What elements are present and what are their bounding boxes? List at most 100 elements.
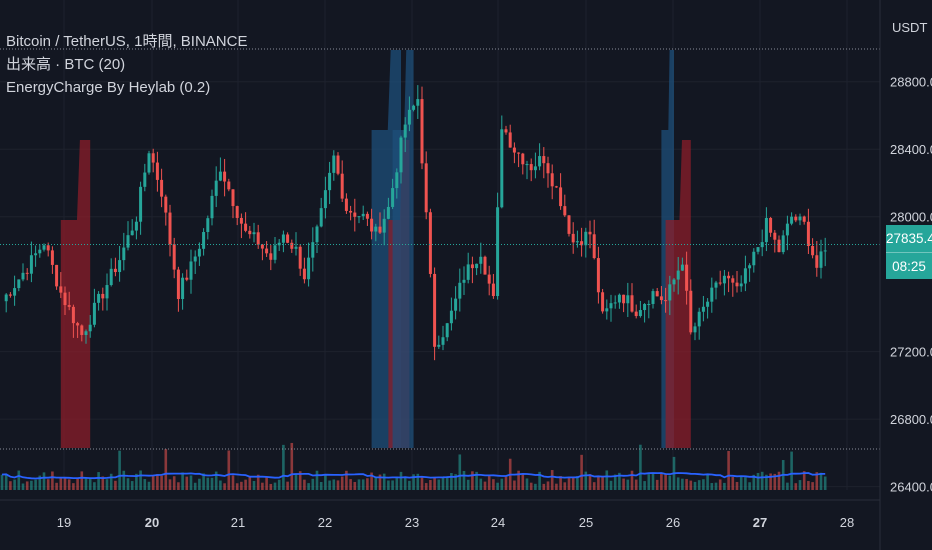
candle-body (365, 213, 369, 219)
volume-bar (542, 483, 546, 490)
candle-body (407, 109, 411, 125)
candle-body (672, 279, 676, 285)
volume-bar (639, 444, 642, 490)
candle-body (605, 308, 609, 312)
volume-bar (332, 479, 336, 490)
volume-bar (685, 478, 688, 490)
candle-body (391, 188, 395, 207)
volume-bar (4, 474, 8, 490)
volume-bar (643, 481, 646, 490)
candle-body (17, 279, 21, 289)
volume-bar (13, 479, 16, 490)
candle-body (811, 246, 815, 256)
candle-body (781, 235, 785, 253)
volume-bar (156, 474, 159, 490)
current-price-tag: 27835.4 08:25 (886, 225, 932, 279)
time-axis[interactable]: 19 20 21 22 23 24 25 26 27 28 (0, 499, 880, 530)
volume-bar (479, 478, 483, 490)
candle-body (155, 162, 159, 180)
candle-body (307, 257, 311, 280)
volume-bar (378, 474, 382, 490)
volume-bar (353, 481, 357, 490)
volume-bar (303, 479, 306, 490)
candle-body (533, 166, 537, 171)
symbol-title[interactable]: Bitcoin / TetherUS, 1時間, BINANCE (6, 33, 248, 50)
volume-bar (471, 471, 474, 490)
candle-body (286, 234, 290, 243)
candle-body (743, 268, 747, 284)
candle-body (626, 295, 630, 304)
volume-bar (328, 480, 331, 490)
candle-body (118, 260, 122, 273)
candle-body (63, 292, 67, 306)
chart-legend: Bitcoin / TetherUS, 1時間, BINANCE 出来高 · B… (6, 30, 247, 99)
candle-body (584, 231, 588, 246)
candle-body (437, 344, 441, 347)
volume-bar (790, 451, 793, 490)
volume-bar (135, 473, 138, 490)
volume-bar (450, 472, 453, 490)
candle-body (378, 226, 382, 233)
volume-bar (521, 473, 525, 490)
currency-label[interactable]: USDT (892, 20, 928, 35)
candle-body (172, 244, 176, 270)
candle-body (823, 250, 827, 252)
volume-bar (622, 478, 625, 490)
candle-body (575, 241, 579, 243)
volume-bar (290, 442, 294, 490)
volume-bar (660, 473, 663, 490)
volume-bar (786, 482, 789, 490)
volume-bar (529, 482, 533, 490)
candle-body (206, 218, 210, 233)
candle-body (139, 186, 143, 222)
volume-bar (122, 470, 126, 490)
reference-lines (0, 48, 880, 450)
candle-body (412, 105, 416, 110)
energycharge-indicator-label[interactable]: EnergyCharge By Heylab (0.2) (6, 79, 211, 96)
candle-body (596, 258, 600, 293)
candle-body (374, 226, 378, 232)
volume-bar (466, 479, 470, 490)
candle-body (790, 216, 794, 224)
volume-bar (513, 480, 516, 490)
volume-bar (546, 481, 550, 490)
candle-body (470, 264, 474, 269)
candle-body (160, 179, 164, 197)
time-tick-label: 23 (405, 515, 419, 530)
candle-body (651, 291, 655, 304)
volume-indicator-label[interactable]: 出来高 · BTC (20) (6, 56, 126, 73)
candle-body (260, 244, 264, 249)
volume-bar (798, 480, 802, 490)
volume-bar (395, 477, 399, 490)
candle-body (273, 245, 277, 260)
candle-body (340, 173, 344, 199)
candle-body (819, 251, 823, 268)
volume-bar (605, 470, 609, 490)
volume-bar (177, 482, 180, 490)
candle-body (302, 268, 306, 280)
candle-body (689, 290, 693, 333)
volume-bar (282, 444, 285, 490)
volume-bar (408, 480, 411, 490)
volume-bar (458, 454, 462, 490)
candle-body (319, 208, 323, 227)
energy-zone-red (60, 140, 91, 448)
candle-body (244, 223, 248, 231)
candle-body (462, 279, 466, 283)
candle-body (134, 221, 138, 231)
volume-bar (618, 472, 621, 490)
candle-body (80, 325, 84, 335)
time-tick-label: 22 (318, 515, 332, 530)
volume-bar (601, 475, 604, 490)
volume-bar (315, 470, 319, 490)
candle-body (815, 255, 819, 268)
volume-bar (538, 471, 541, 490)
volume-bar (823, 476, 827, 490)
candle-body (46, 245, 50, 251)
energy-charge-zones (60, 50, 691, 448)
candle-body (592, 234, 596, 259)
volume-bar (25, 481, 29, 490)
volume-bar (424, 483, 428, 490)
candle-body (546, 163, 550, 174)
